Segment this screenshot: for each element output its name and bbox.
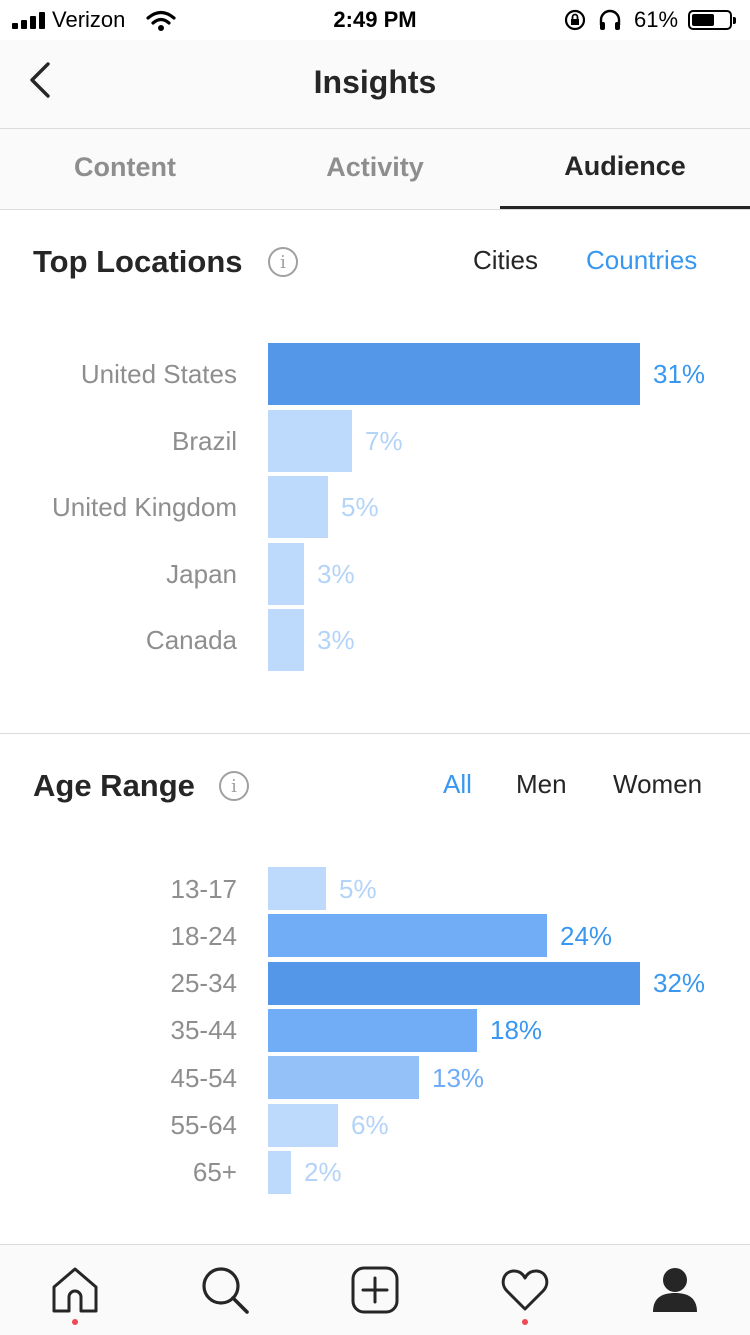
- age_range-bar: [268, 1103, 338, 1147]
- top_locations-bar: [268, 409, 352, 472]
- bottom-nav: [0, 1244, 750, 1335]
- heart-icon: [501, 1269, 549, 1311]
- nav-activity[interactable]: [450, 1245, 600, 1335]
- top_locations-label: United Kingdom: [52, 492, 237, 522]
- age_range-pct-label: 32%: [653, 968, 706, 999]
- nav-search[interactable]: [150, 1245, 300, 1335]
- age_range-pct-label: 13%: [432, 1062, 485, 1093]
- age_range-label: 18-24: [170, 920, 238, 951]
- battery-icon: [688, 10, 736, 30]
- top_locations-pct-label: 5%: [341, 492, 379, 522]
- nav-profile[interactable]: [600, 1245, 750, 1335]
- tab-content[interactable]: Content: [74, 152, 176, 182]
- age_range-label: 25-34: [170, 968, 238, 999]
- age_range-label: 13-17: [170, 873, 238, 904]
- search-icon: [202, 1267, 249, 1314]
- wifi-icon: [146, 10, 176, 31]
- signal-icon: [12, 12, 46, 29]
- top_locations-bar: [268, 609, 304, 671]
- filter-all[interactable]: All: [443, 769, 472, 799]
- age_range-pct-label: 2%: [304, 1157, 342, 1188]
- top_locations-bar: [268, 542, 304, 605]
- status-bar: Verizon 2:49 PM 61%: [0, 0, 750, 40]
- carrier-name: Verizon: [52, 7, 126, 32]
- top_locations-pct-label: 31%: [653, 359, 706, 389]
- age_range-bar: [268, 1008, 477, 1052]
- status-time: 2:49 PM: [333, 7, 417, 32]
- activity-notification-dot: [522, 1319, 528, 1325]
- tab-activity[interactable]: Activity: [326, 152, 424, 182]
- home-icon: [52, 1267, 98, 1313]
- age_range-bar: [268, 1056, 419, 1100]
- age_range-label: 45-54: [170, 1062, 238, 1093]
- section-divider: [0, 733, 750, 734]
- battery-percentage: 61%: [634, 7, 679, 32]
- age_range-bar: [268, 1150, 291, 1194]
- top-locations-title: Top Locations: [33, 244, 243, 279]
- top_locations-label: Brazil: [171, 425, 237, 456]
- filter-countries[interactable]: Countries: [586, 245, 698, 275]
- age-range-title: Age Range: [33, 768, 195, 803]
- age_range-label: 55-64: [170, 1110, 238, 1140]
- chevron-left-icon[interactable]: [26, 60, 66, 100]
- age_range-bar: [268, 867, 326, 910]
- age-range-info-icon[interactable]: i: [219, 771, 249, 801]
- headphones-icon: [599, 9, 621, 30]
- top_locations-pct-label: 7%: [365, 425, 403, 456]
- age_range-bar: [268, 914, 547, 958]
- age_range-pct-label: 5%: [339, 873, 377, 904]
- top_locations-label: Japan: [166, 558, 237, 589]
- age_range-pct-label: 18%: [490, 1015, 543, 1046]
- top_locations-bar: [268, 343, 640, 405]
- tab-audience[interactable]: Audience: [500, 129, 750, 209]
- header: Insights: [0, 40, 750, 129]
- nav-home[interactable]: [0, 1245, 150, 1335]
- nav-add-post[interactable]: [300, 1245, 450, 1335]
- top_locations-pct-label: 3%: [317, 625, 355, 655]
- tab-bar: Content Activity Audience: [0, 129, 750, 210]
- age_range-pct-label: 6%: [351, 1110, 389, 1140]
- top_locations-pct-label: 3%: [317, 558, 355, 589]
- filter-men[interactable]: Men: [516, 769, 567, 799]
- home-notification-dot: [72, 1319, 78, 1325]
- filter-cities[interactable]: Cities: [473, 245, 539, 275]
- top_locations-label: Canada: [145, 625, 237, 655]
- filter-women[interactable]: Women: [613, 769, 703, 799]
- battery-fill: [692, 14, 714, 26]
- age_range-bar: [268, 961, 640, 1005]
- age_range-label: 35-44: [170, 1015, 238, 1046]
- page-title: Insights: [313, 64, 437, 100]
- rotation-lock-icon: [564, 9, 586, 31]
- top-locations-info-icon[interactable]: i: [268, 247, 298, 277]
- top_locations-label: United States: [80, 359, 237, 389]
- add-post-icon: [351, 1266, 399, 1314]
- age_range-pct-label: 24%: [560, 920, 613, 951]
- profile-icon: [653, 1268, 697, 1312]
- age_range-label: 65+: [192, 1157, 237, 1188]
- top_locations-bar: [268, 476, 328, 538]
